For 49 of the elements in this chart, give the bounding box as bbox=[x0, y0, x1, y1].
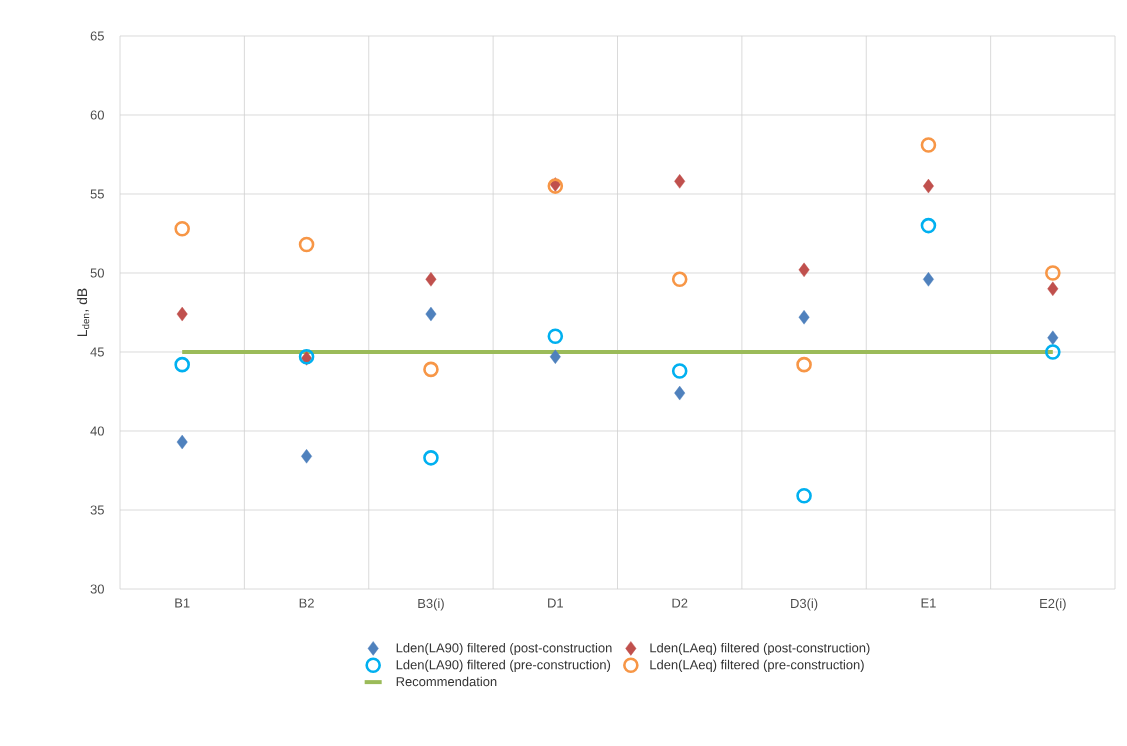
y-tick-label: 60 bbox=[90, 110, 104, 120]
point bbox=[796, 487, 812, 504]
point bbox=[425, 306, 437, 322]
point bbox=[301, 449, 313, 464]
x-tick-label: B1 bbox=[175, 598, 190, 608]
y-axis-title: L$_{den}$, dB bbox=[76, 288, 90, 337]
point bbox=[423, 361, 439, 378]
point bbox=[425, 272, 437, 287]
x-tick-label: E1 bbox=[921, 598, 936, 608]
x-tick-label: E2(i) bbox=[1040, 598, 1066, 611]
point bbox=[176, 306, 188, 322]
x-tick-label: B3(i) bbox=[418, 598, 444, 611]
point bbox=[671, 363, 688, 379]
legend-label: Lden(LA90) filtered (post-construction bbox=[396, 642, 612, 656]
point bbox=[798, 310, 810, 325]
point bbox=[549, 349, 561, 364]
y-tick-label: 40 bbox=[90, 426, 104, 436]
point bbox=[920, 217, 937, 234]
point bbox=[674, 174, 686, 189]
x-tick-label: B2 bbox=[299, 598, 314, 608]
point bbox=[796, 356, 812, 373]
y-tick-label: 50 bbox=[90, 268, 104, 278]
x-tick-label: D1 bbox=[548, 598, 563, 608]
y-tick-label: 30 bbox=[90, 584, 104, 594]
point bbox=[1045, 265, 1061, 281]
point bbox=[1045, 344, 1061, 360]
point bbox=[798, 262, 810, 278]
y-tick-label: 55 bbox=[90, 189, 104, 199]
point bbox=[1047, 281, 1059, 296]
point bbox=[674, 385, 686, 401]
point bbox=[920, 137, 937, 153]
point bbox=[176, 434, 188, 450]
point bbox=[671, 271, 688, 288]
x-tick-label: D2 bbox=[672, 598, 688, 608]
point bbox=[423, 450, 439, 466]
legend-label: Lden(LAeq) filtered (post-construction) bbox=[650, 642, 870, 656]
point bbox=[174, 356, 190, 373]
legend-label: Recommendation bbox=[396, 676, 497, 687]
legend-label: Lden(LA90) filtered (pre-construction) bbox=[396, 659, 611, 672]
y-tick-label: 35 bbox=[90, 505, 104, 515]
point bbox=[923, 272, 934, 287]
y-tick-label: 45 bbox=[90, 347, 104, 357]
x-tick-label: D3(i) bbox=[791, 598, 818, 611]
point bbox=[1047, 330, 1059, 345]
y-tick-label: 65 bbox=[90, 31, 104, 41]
point bbox=[298, 236, 315, 253]
point bbox=[547, 328, 564, 344]
legend-label: Lden(LAeq) filtered (pre-construction) bbox=[650, 659, 864, 672]
point bbox=[174, 220, 190, 237]
